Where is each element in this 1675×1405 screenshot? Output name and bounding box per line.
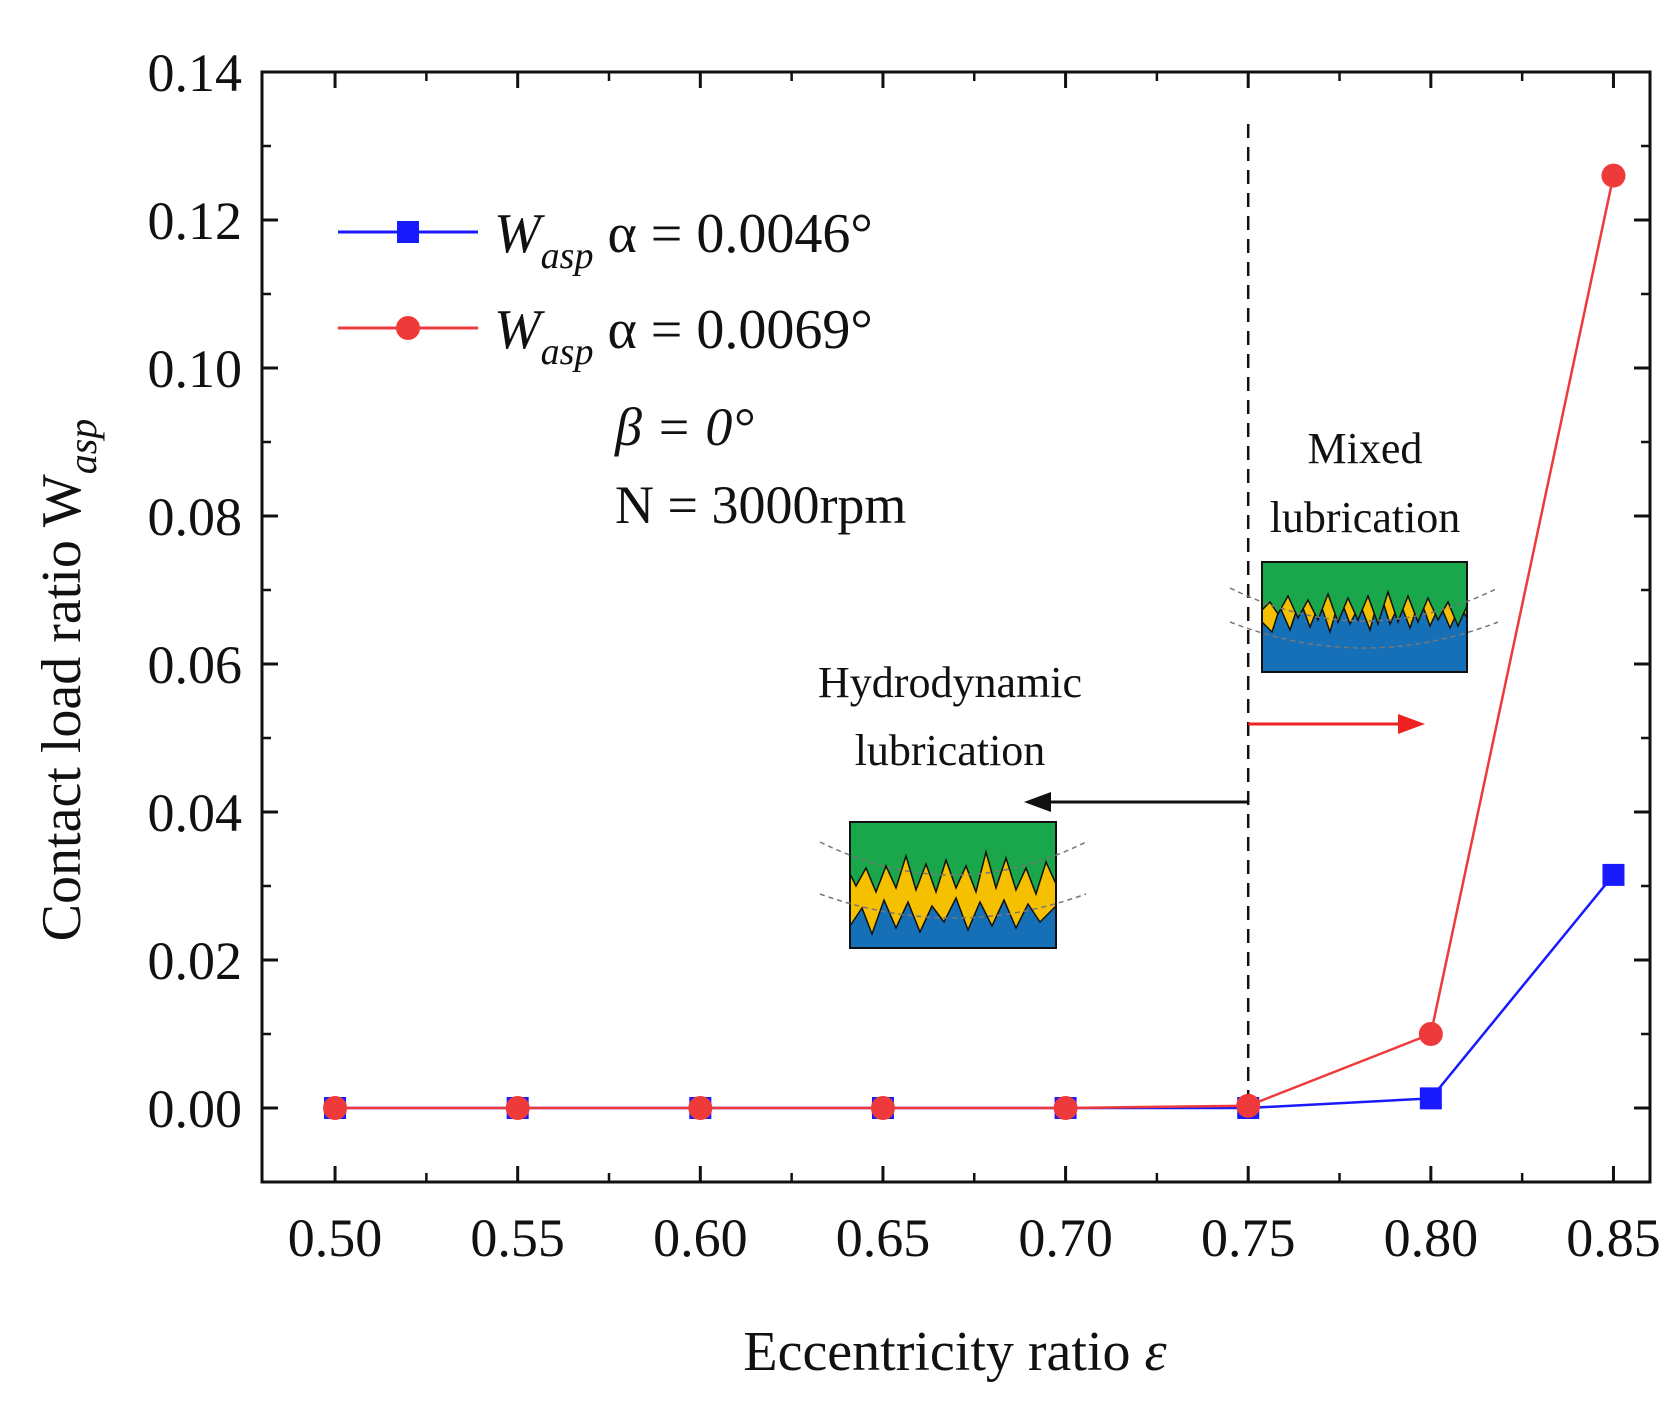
legend: Wasp α = 0.0046° Wasp α = 0.0069° (338, 203, 873, 373)
x-tick-label: 0.70 (1018, 1208, 1113, 1268)
series-layer (323, 163, 1626, 1120)
mixed-arrow-head (1398, 714, 1425, 734)
x-axis-label: Eccentricity ratio ε (743, 1321, 1167, 1383)
series-2-point (870, 1096, 895, 1120)
x-tick-label: 0.65 (836, 1208, 931, 1268)
mixed-lubrication-schematic (1229, 561, 1499, 673)
legend-label-2: Wasp α = 0.0069° (494, 299, 873, 373)
x-tick-label: 0.85 (1566, 1208, 1661, 1268)
x-tick-label: 0.55 (470, 1208, 565, 1268)
speed-annotation: N = 3000rpm (615, 475, 906, 535)
series-1-point (1419, 1087, 1442, 1110)
plot-frame (260, 70, 1652, 1184)
y-axis-label: Contact load ratio Wasp (31, 419, 105, 942)
x-axis: 0.50 0.55 0.60 0.65 0.70 0.75 0.80 0.85 (288, 72, 1661, 1268)
hydro-arrow-head (1024, 792, 1051, 812)
series-2-point (1418, 1022, 1443, 1046)
x-tick-label: 0.75 (1201, 1208, 1296, 1268)
hydro-label-line2: lubrication (855, 726, 1046, 775)
y-tick-label: 0.04 (148, 783, 243, 843)
series-line-2 (335, 175, 1615, 1110)
series-2-point (1053, 1096, 1078, 1120)
series-2-point (323, 1096, 348, 1120)
series-2-point (688, 1096, 713, 1120)
hydro-label-line1: Hydrodynamic (818, 658, 1082, 707)
y-tick-label: 0.12 (148, 191, 243, 251)
x-tick-label: 0.50 (288, 1208, 383, 1268)
legend-marker-2 (396, 316, 420, 340)
series-1-point (1602, 863, 1625, 886)
y-tick-label: 0.06 (148, 635, 243, 695)
y-tick-label: 0.10 (148, 339, 243, 399)
y-tick-label: 0.14 (148, 43, 243, 103)
x-tick-label: 0.60 (653, 1208, 748, 1268)
hydro-arrow (1024, 792, 1249, 812)
legend-marker-1 (397, 221, 419, 243)
mixed-label-line1: Mixed (1308, 424, 1423, 473)
mixed-arrow (1248, 714, 1425, 734)
legend-label-1: Wasp α = 0.0046° (494, 203, 873, 277)
y-tick-label: 0.08 (148, 487, 243, 547)
series-2-point (1236, 1093, 1261, 1118)
y-axis: 0.00 0.02 0.04 0.06 0.08 0.10 0.12 0.14 (148, 43, 1650, 1139)
y-tick-label: 0.00 (148, 1079, 243, 1139)
x-tick-label: 0.80 (1384, 1208, 1479, 1268)
series-2-point (1601, 163, 1626, 188)
hydrodynamic-lubrication-schematic (819, 821, 1087, 949)
series-2-point (505, 1096, 530, 1120)
y-tick-label: 0.02 (148, 931, 243, 991)
mixed-label-line2: lubrication (1270, 493, 1461, 542)
beta-annotation: β = 0° (614, 397, 754, 457)
